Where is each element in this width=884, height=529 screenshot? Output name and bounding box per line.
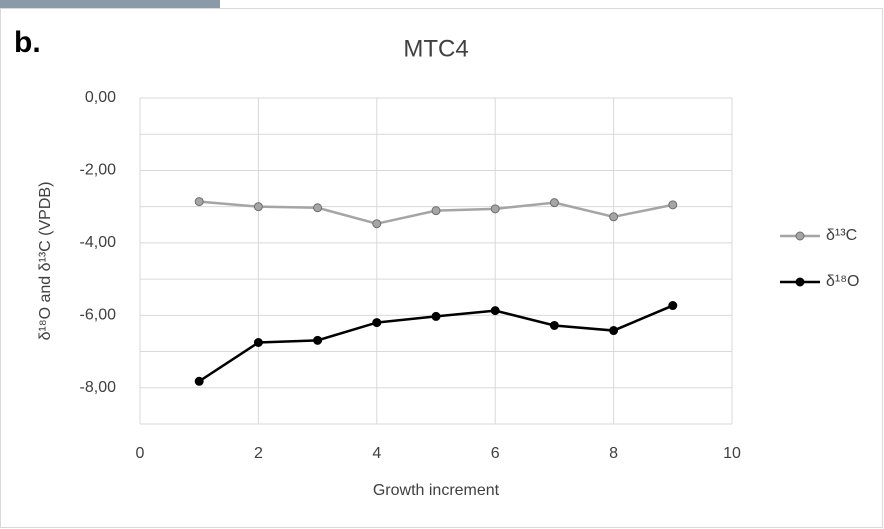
y-tick-label: -4,00 xyxy=(80,234,117,251)
data-point xyxy=(491,205,499,213)
legend-label: δ¹³C xyxy=(826,227,857,244)
data-point xyxy=(550,321,558,329)
data-point xyxy=(432,312,440,320)
y-tick-label: 0,00 xyxy=(85,89,116,106)
data-point xyxy=(669,201,677,209)
data-point xyxy=(254,339,262,347)
data-point xyxy=(314,204,322,212)
x-tick-label: 4 xyxy=(372,445,381,462)
x-tick-label: 8 xyxy=(609,445,618,462)
x-axis-label: Growth increment xyxy=(373,482,500,499)
legend-marker xyxy=(796,232,804,240)
data-point xyxy=(314,336,322,344)
x-tick-label: 6 xyxy=(491,445,500,462)
x-tick-label: 2 xyxy=(254,445,263,462)
legend-marker xyxy=(796,278,804,286)
legend-label: δ¹⁸O xyxy=(826,273,859,290)
x-tick-label: 10 xyxy=(723,445,741,462)
y-tick-label: -8,00 xyxy=(80,379,117,396)
y-tick-label: -2,00 xyxy=(80,162,117,179)
data-point xyxy=(669,302,677,310)
data-point xyxy=(432,207,440,215)
data-point xyxy=(195,198,203,206)
y-tick-label: -6,00 xyxy=(80,307,117,324)
y-axis-label: δ¹⁸O and δ¹³C (VPDB) xyxy=(37,182,54,341)
data-point xyxy=(550,199,558,207)
data-point xyxy=(373,220,381,228)
data-point xyxy=(610,213,618,221)
data-point xyxy=(373,319,381,327)
chart-title: MTC4 xyxy=(403,35,468,62)
x-tick-label: 0 xyxy=(136,445,145,462)
chart-frame xyxy=(1,9,883,528)
photo-strip xyxy=(0,0,220,8)
data-point xyxy=(195,377,203,385)
data-point xyxy=(610,327,618,335)
data-point xyxy=(491,307,499,315)
panel-label: b. xyxy=(14,26,41,59)
data-point xyxy=(254,203,262,211)
chart: b. MTC4 Growth increment δ¹⁸O and δ¹³C (… xyxy=(0,0,884,529)
